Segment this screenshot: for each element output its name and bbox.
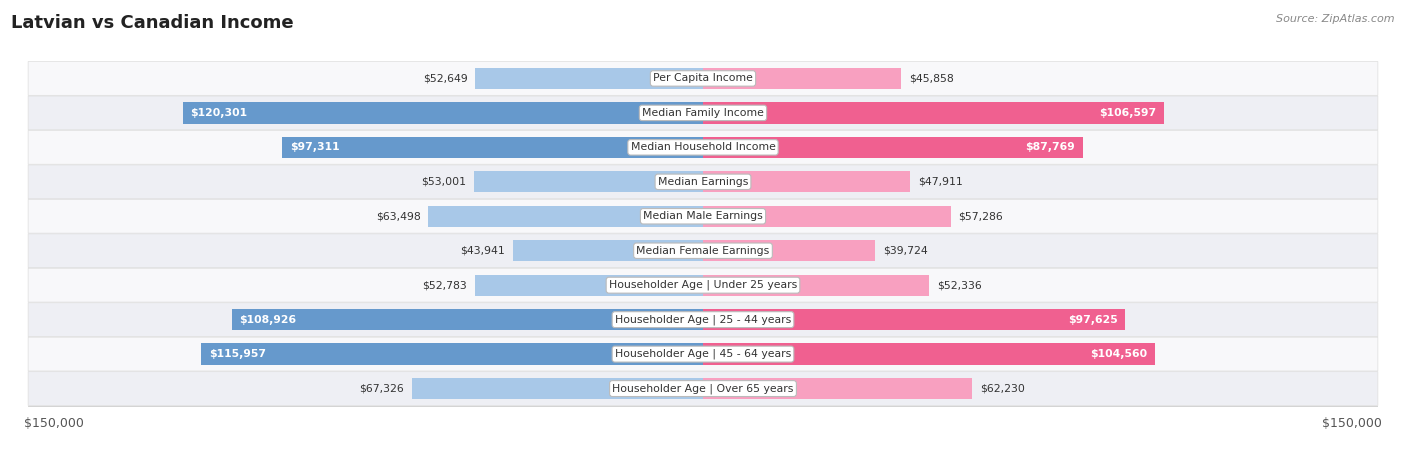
Bar xyxy=(283,137,703,158)
FancyBboxPatch shape xyxy=(28,303,1378,337)
Bar xyxy=(412,378,703,399)
Text: $43,941: $43,941 xyxy=(460,246,505,256)
Bar xyxy=(703,378,972,399)
Text: Median Earnings: Median Earnings xyxy=(658,177,748,187)
Text: $63,498: $63,498 xyxy=(375,211,420,221)
Text: $47,911: $47,911 xyxy=(918,177,963,187)
Bar xyxy=(475,275,703,296)
Text: Median Female Earnings: Median Female Earnings xyxy=(637,246,769,256)
Bar xyxy=(474,171,703,192)
Bar xyxy=(703,137,1083,158)
Text: Householder Age | Over 65 years: Householder Age | Over 65 years xyxy=(612,383,794,394)
Text: Householder Age | 25 - 44 years: Householder Age | 25 - 44 years xyxy=(614,314,792,325)
Text: $87,769: $87,769 xyxy=(1025,142,1076,152)
Text: $52,649: $52,649 xyxy=(423,73,467,84)
Text: $97,625: $97,625 xyxy=(1067,315,1118,325)
Text: $115,957: $115,957 xyxy=(209,349,266,359)
Text: $52,783: $52,783 xyxy=(422,280,467,290)
Bar xyxy=(703,275,929,296)
Bar xyxy=(183,102,703,124)
Text: $104,560: $104,560 xyxy=(1091,349,1147,359)
Text: Householder Age | 45 - 64 years: Householder Age | 45 - 64 years xyxy=(614,349,792,359)
Bar xyxy=(703,102,1164,124)
FancyBboxPatch shape xyxy=(28,234,1378,268)
Bar xyxy=(703,171,910,192)
Text: $67,326: $67,326 xyxy=(359,383,404,394)
Bar xyxy=(703,205,950,227)
FancyBboxPatch shape xyxy=(28,165,1378,198)
Bar xyxy=(429,205,703,227)
Bar xyxy=(232,309,703,330)
FancyBboxPatch shape xyxy=(28,269,1378,302)
Bar xyxy=(703,68,901,89)
Text: $45,858: $45,858 xyxy=(910,73,953,84)
Bar xyxy=(513,240,703,262)
Text: $106,597: $106,597 xyxy=(1099,108,1156,118)
Text: $53,001: $53,001 xyxy=(420,177,465,187)
FancyBboxPatch shape xyxy=(28,337,1378,371)
Text: Per Capita Income: Per Capita Income xyxy=(652,73,754,84)
Bar xyxy=(703,343,1156,365)
Bar xyxy=(703,309,1125,330)
Text: $57,286: $57,286 xyxy=(959,211,1004,221)
Text: $108,926: $108,926 xyxy=(239,315,297,325)
Text: $120,301: $120,301 xyxy=(190,108,247,118)
Text: $52,336: $52,336 xyxy=(938,280,981,290)
Text: Median Household Income: Median Household Income xyxy=(630,142,776,152)
Text: $39,724: $39,724 xyxy=(883,246,928,256)
Bar xyxy=(703,240,875,262)
Text: Latvian vs Canadian Income: Latvian vs Canadian Income xyxy=(11,14,294,32)
FancyBboxPatch shape xyxy=(28,96,1378,130)
Bar xyxy=(475,68,703,89)
Text: $97,311: $97,311 xyxy=(290,142,339,152)
FancyBboxPatch shape xyxy=(28,62,1378,95)
Text: Median Family Income: Median Family Income xyxy=(643,108,763,118)
FancyBboxPatch shape xyxy=(28,372,1378,405)
Text: Householder Age | Under 25 years: Householder Age | Under 25 years xyxy=(609,280,797,290)
Text: Source: ZipAtlas.com: Source: ZipAtlas.com xyxy=(1277,14,1395,24)
FancyBboxPatch shape xyxy=(28,130,1378,164)
Bar xyxy=(201,343,703,365)
Text: Median Male Earnings: Median Male Earnings xyxy=(643,211,763,221)
FancyBboxPatch shape xyxy=(28,199,1378,233)
Text: $62,230: $62,230 xyxy=(980,383,1025,394)
